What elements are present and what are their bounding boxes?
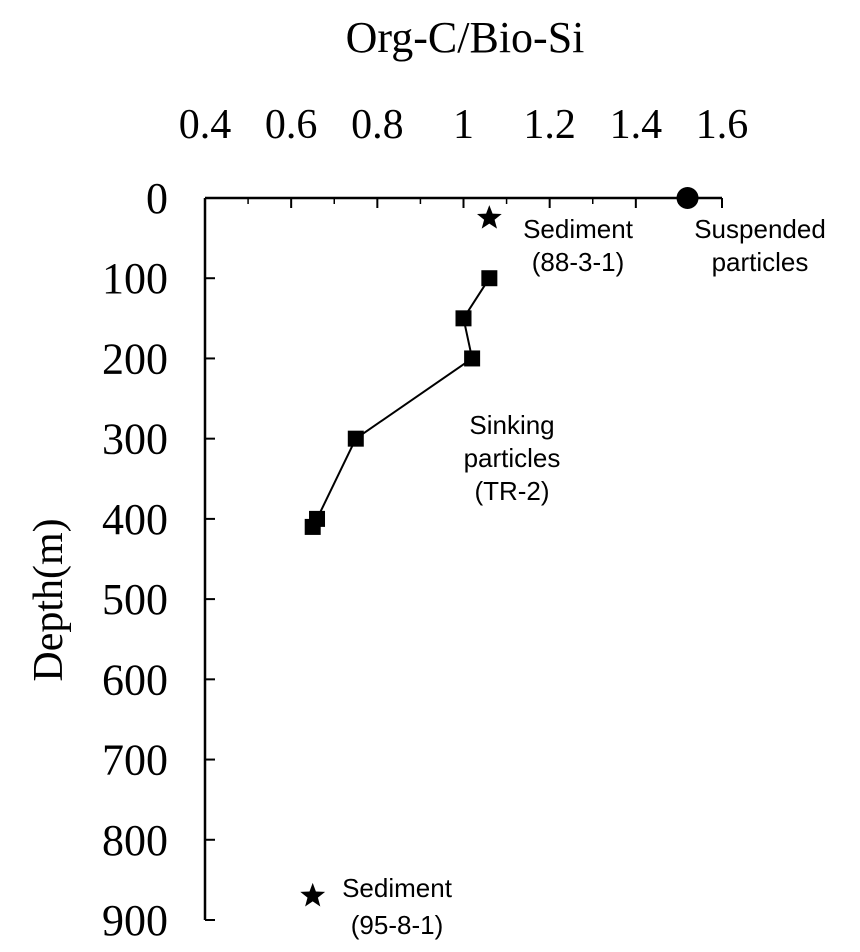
circle-marker (676, 187, 699, 209)
annotations: Sediment(88-3-1)SuspendedparticlesSinkin… (342, 214, 826, 940)
y-tick-label: 0 (146, 174, 168, 223)
x-tick-label: 1 (453, 102, 474, 148)
annotation-text: particles (464, 443, 561, 473)
y-tick-label: 900 (102, 896, 168, 945)
y-tick-labels: 0 100 200 300 400 500 600 700 800 900 (102, 174, 215, 945)
y-tick-label: 200 (102, 334, 168, 383)
x-tick-label: 1.4 (610, 102, 663, 148)
annotation-text: Sinking (469, 410, 554, 440)
x-tick-label: 0.8 (351, 102, 404, 148)
y-axis-label: Depth(m) (26, 518, 72, 681)
annotation-text: particles (712, 247, 809, 277)
square-marker (304, 518, 321, 535)
y-tick-label: 600 (102, 655, 168, 704)
star-marker (477, 205, 502, 229)
chart-title: Org-C/Bio-Si (346, 13, 585, 62)
square-marker (481, 270, 498, 287)
axes (203, 196, 722, 920)
annotation-text: Sediment (523, 214, 634, 244)
y-tick-label: 100 (102, 254, 168, 303)
annotation-text: (95-8-1) (351, 910, 443, 940)
x-tick-label: 1.2 (523, 102, 576, 148)
annotation-text: (88-3-1) (532, 247, 624, 277)
y-tick-label: 400 (102, 495, 168, 544)
y-tick-label: 800 (102, 816, 168, 865)
square-marker (455, 310, 472, 327)
annotation-text: Suspended (694, 214, 826, 244)
y-tick-label: 300 (102, 415, 168, 464)
square-marker (347, 430, 364, 447)
x-tick-label: 1.6 (696, 102, 749, 148)
y-tick-label: 700 (102, 736, 168, 785)
x-tick-labels: 0.4 0.6 0.8 1 1.2 1.4 1.6 (179, 102, 749, 208)
square-marker (464, 350, 481, 367)
x-tick-label: 0.4 (179, 102, 232, 148)
annotation-text: Sediment (342, 873, 453, 903)
y-tick-label: 500 (102, 575, 168, 624)
star-marker (300, 882, 326, 907)
data-markers (300, 187, 699, 907)
annotation-text: (TR-2) (474, 476, 549, 506)
x-tick-label: 0.6 (265, 102, 318, 148)
